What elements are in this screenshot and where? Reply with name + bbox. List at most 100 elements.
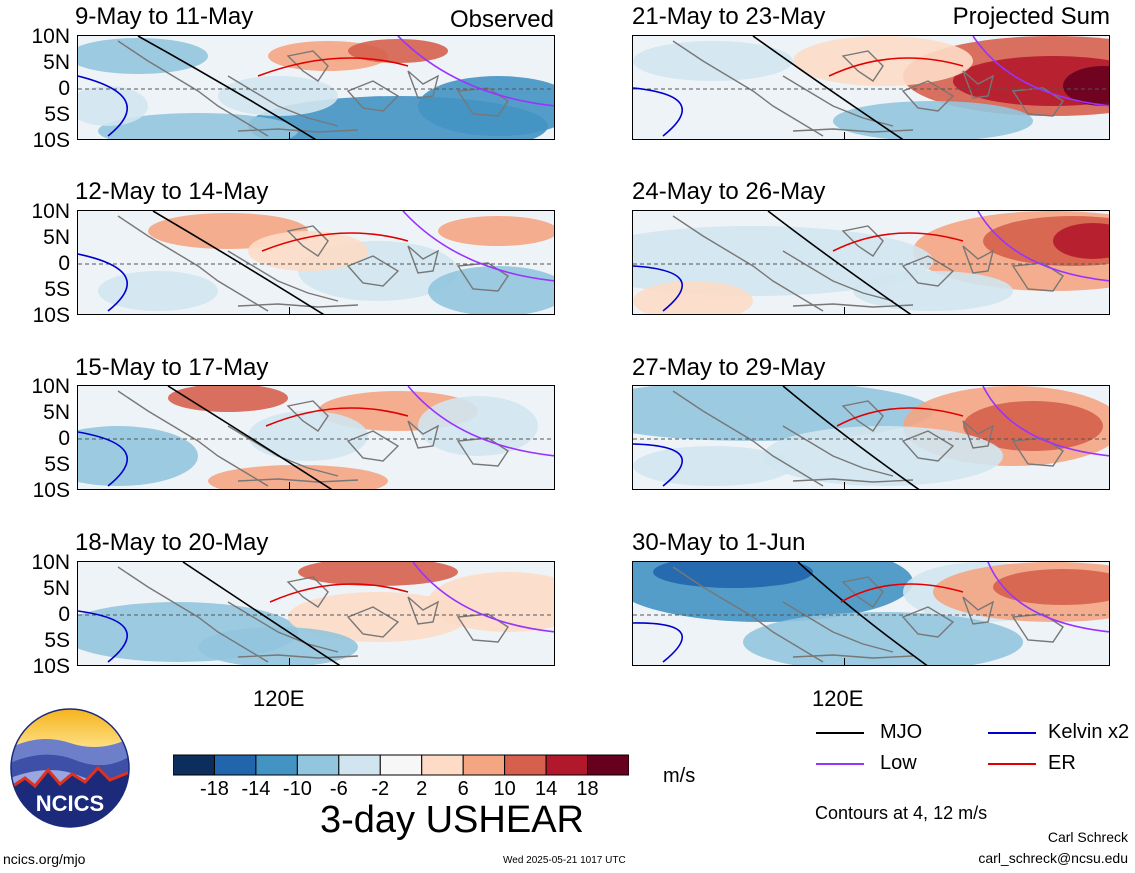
site-link[interactable]: ncics.org/mjo <box>3 851 86 867</box>
lon-tick <box>289 658 290 665</box>
map-panel-proj-1 <box>632 35 1110 140</box>
contour-line <box>167 386 333 489</box>
shear-anomaly-region <box>633 41 793 81</box>
contour-line <box>412 562 554 633</box>
lat-label: 5N <box>43 226 70 249</box>
lat-label: 5N <box>43 51 70 74</box>
map-field <box>78 562 554 665</box>
legend-label-mjo: MJO <box>880 721 923 743</box>
timestamp: Wed 2025-05-21 1017 UTC <box>503 855 626 866</box>
lat-label: 10S <box>32 655 70 678</box>
coastline <box>117 215 509 312</box>
colorbar-tick-label: 2 <box>416 778 428 800</box>
observed-label: Observed <box>449 6 554 33</box>
contour-line <box>982 386 1109 457</box>
shear-anomaly-region <box>633 281 753 314</box>
panel-title-obs-4: 18-May to 20-May <box>75 529 269 556</box>
colorbar-tick-label: 18 <box>576 778 599 800</box>
colorbar-swatch <box>338 754 381 776</box>
lon-tick <box>844 132 845 139</box>
contours-note: Contours at 4, 12 m/s <box>815 803 988 823</box>
contour-line <box>633 622 683 663</box>
lon-label-left: 120E <box>253 686 305 711</box>
lat-label: 10S <box>32 479 70 502</box>
shear-anomaly-region <box>78 86 148 126</box>
map-panel-obs-3 <box>77 385 555 490</box>
contour-line <box>402 211 554 282</box>
contour-line <box>832 232 964 252</box>
lon-tick <box>844 658 845 665</box>
lat-label: 5N <box>43 401 70 424</box>
coastline <box>672 215 1064 312</box>
contour-line <box>633 265 683 312</box>
coastline <box>672 40 1064 137</box>
logo-text: NCICS <box>36 791 104 816</box>
shear-anomaly-region <box>743 612 1023 665</box>
colorbar-swatch <box>504 754 547 776</box>
contour-line <box>397 36 554 107</box>
shear-anomaly-region <box>198 627 358 665</box>
shear-anomaly-region <box>1053 223 1109 259</box>
colorbar-swatch <box>462 754 506 776</box>
contour-line <box>977 211 1109 282</box>
colorbar-tick-label: -10 <box>282 778 312 800</box>
shear-anomaly-region <box>1063 66 1109 106</box>
map-field <box>633 562 1109 665</box>
shear-anomaly-region <box>763 426 1003 486</box>
shear-anomaly-region <box>98 113 298 139</box>
legend-label-er: ER <box>1048 752 1076 774</box>
colorbar <box>173 754 629 776</box>
coastline <box>672 390 1064 487</box>
shear-anomaly-region <box>653 562 813 588</box>
author-email[interactable]: carl_schreck@ncsu.edu <box>978 850 1128 866</box>
contour-line <box>782 386 920 489</box>
coastline <box>117 566 509 663</box>
colorbar-swatch <box>213 754 257 776</box>
contour-line <box>182 562 341 665</box>
contour-line <box>265 407 409 427</box>
lon-tick <box>289 132 290 139</box>
map-panel-obs-4 <box>77 561 555 666</box>
shear-anomaly-region <box>633 446 793 486</box>
legend-line-er <box>988 763 1036 765</box>
map-panel-proj-3 <box>632 385 1110 490</box>
panel-title-proj-1: 21-May to 23-May <box>632 3 826 30</box>
shear-anomaly-region <box>248 231 368 271</box>
map-panel-obs-2 <box>77 210 555 315</box>
colorbar-swatch <box>545 754 589 776</box>
shear-anomaly-region <box>833 101 1033 139</box>
ncics-logo: NCICS <box>10 708 130 828</box>
contour-line <box>257 57 409 77</box>
contour-line <box>752 36 904 139</box>
lat-label: 0 <box>58 252 70 275</box>
contour-line <box>261 232 409 252</box>
legend-line-low <box>816 763 864 765</box>
lon-tick <box>289 482 290 489</box>
author-name: Carl Schreck <box>1047 829 1128 845</box>
map-field <box>633 386 1109 489</box>
shear-anomaly-region <box>633 226 933 296</box>
lat-label: 10S <box>32 129 70 152</box>
lon-tick <box>844 482 845 489</box>
contour-line <box>78 610 128 663</box>
colorbar-tick-label: -2 <box>371 778 390 800</box>
colorbar-title: 3-day USHEAR <box>320 799 584 841</box>
lat-label: 5S <box>44 278 70 301</box>
shear-anomaly-region <box>78 426 198 486</box>
contour-line <box>836 407 964 427</box>
map-field <box>633 211 1109 314</box>
lat-label: 5S <box>44 453 70 476</box>
shear-anomaly-region <box>288 592 468 642</box>
coastline <box>672 566 1064 663</box>
colorbar-tick-label: -18 <box>200 778 229 800</box>
shear-anomaly-region <box>248 411 368 461</box>
colorbar-tick-label: 14 <box>534 778 558 800</box>
lat-label: 10N <box>31 375 70 398</box>
colorbar-tick-label: -6 <box>329 778 348 800</box>
panel-title-obs-2: 12-May to 14-May <box>75 178 269 205</box>
lat-label: 0 <box>58 603 70 626</box>
legend-label-low: Low <box>880 752 917 774</box>
panel-title-proj-3: 27-May to 29-May <box>632 354 826 381</box>
contour-line <box>78 431 128 487</box>
colorbar-swatch <box>255 754 298 776</box>
